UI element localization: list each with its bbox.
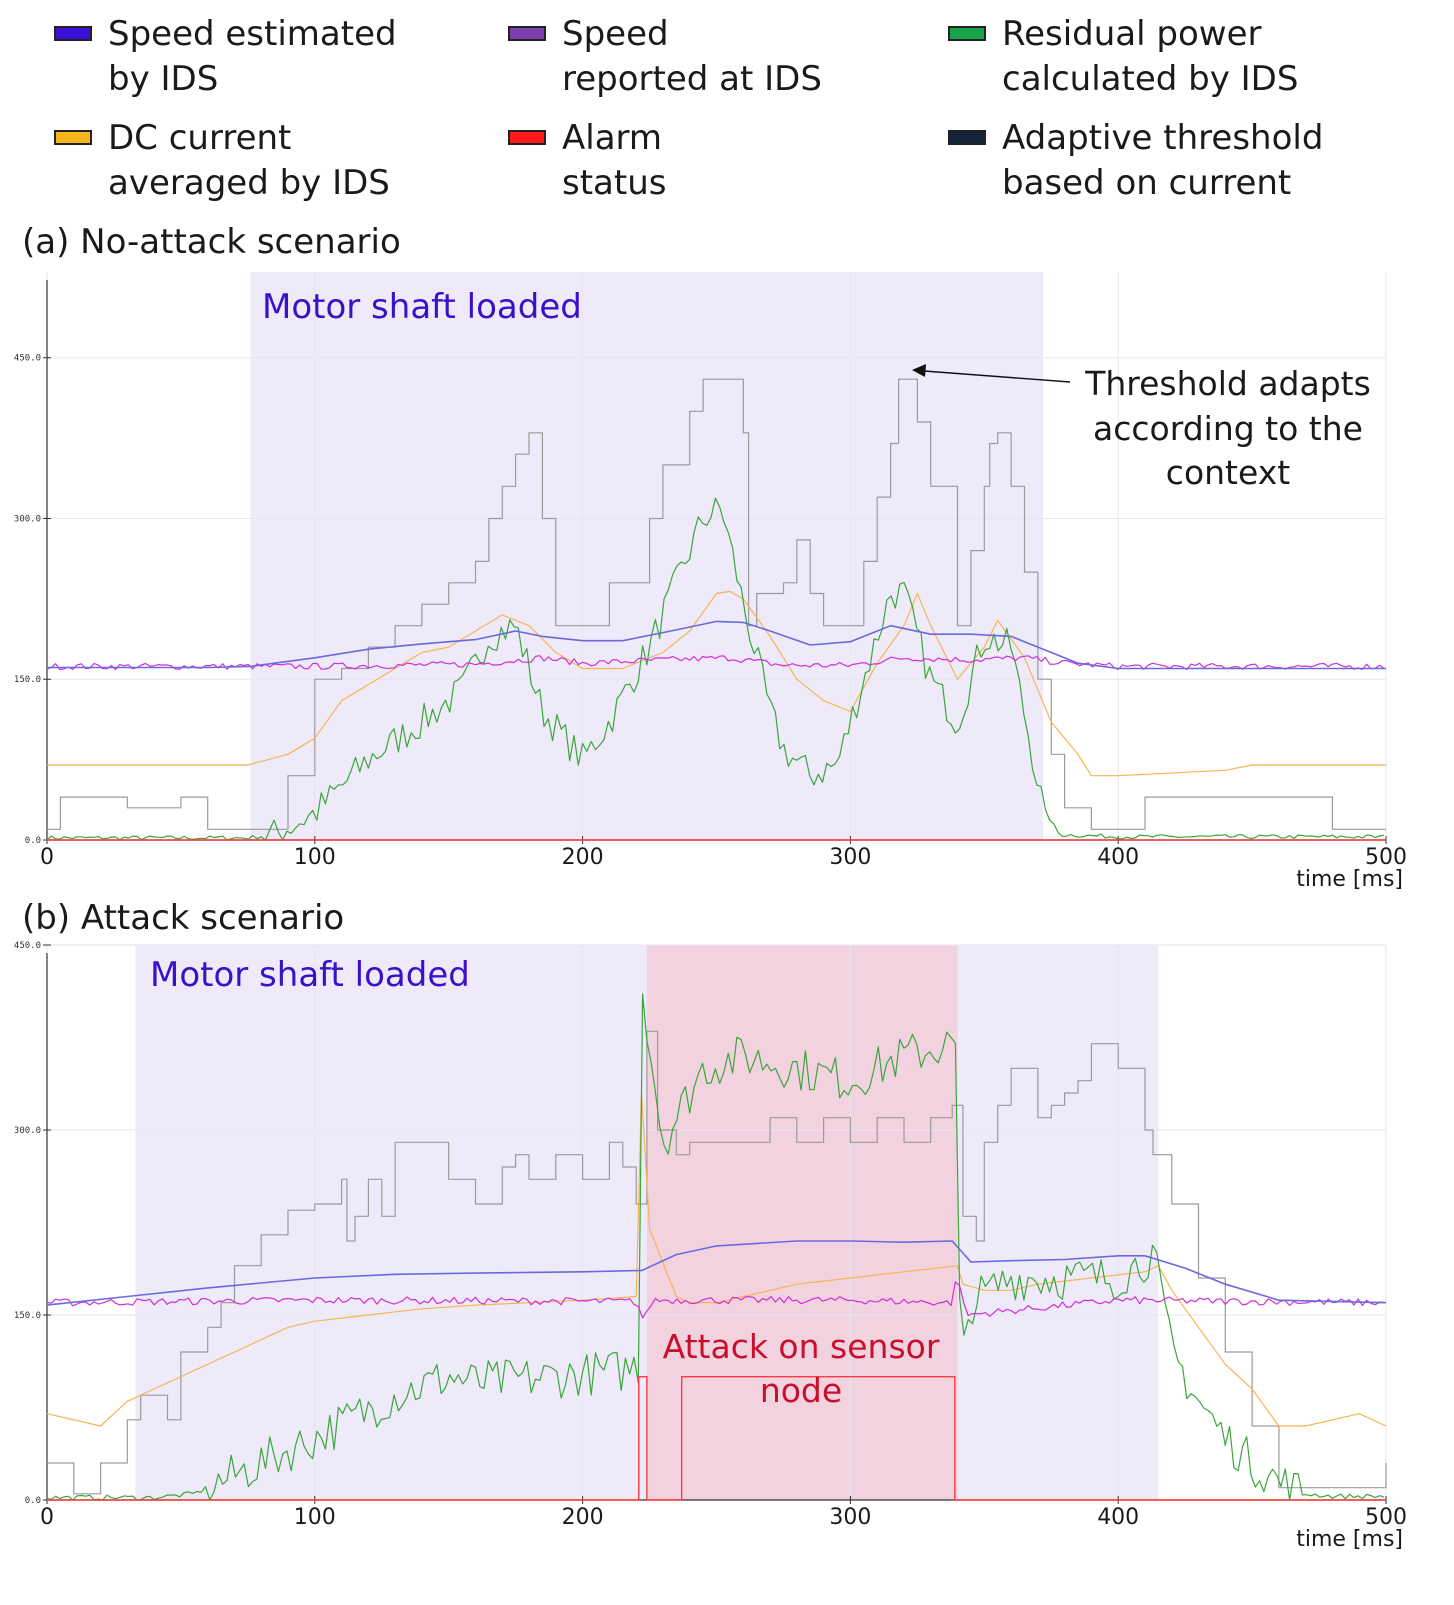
y-tick-label: 0.0 [25,1496,41,1506]
x-axis-label: time [ms] [1296,867,1403,892]
annotation-arrow-line [923,370,1071,383]
legend-item-dc-current: DC current averaged by IDS [54,116,390,206]
annotation-threshold-adapts-line: context [1166,453,1290,492]
x-axis-label: time [ms] [1296,1527,1403,1552]
series-speed-reported-at-ids [46,655,1385,671]
series-alarm-status [47,1376,1386,1501]
legend-label: DC current averaged by IDS [108,118,390,203]
series-residual-power-calculated-by-ids [46,993,1385,1501]
x-tick-label: 300 [829,845,871,870]
x-tick-label: 100 [294,845,336,870]
series-adaptive-threshold-based-on-current [47,1030,1387,1495]
x-tick-label: 100 [294,1505,336,1530]
y-tick-label: 300.0 [14,1126,41,1136]
legend-swatch [54,26,92,41]
annotation-arrow-head [912,364,926,377]
region-label-motor-shaft-loaded: Motor shaft loaded [262,287,582,327]
x-tick-label: 0 [40,1505,54,1530]
x-tick-label: 500 [1365,1505,1407,1530]
y-tick-label: 450.0 [14,354,41,364]
y-tick-label: 0.0 [25,836,41,846]
legend-swatch [508,26,546,41]
x-tick-label: 0 [40,845,54,870]
legend-item-adaptive-threshold: Adaptive threshold based on current [948,116,1323,206]
y-tick-label: 150.0 [14,1311,41,1321]
legend-label: Adaptive threshold based on current [1002,118,1324,203]
series-adaptive-threshold-based-on-current [47,378,1386,830]
region-label-attack-on-sensor-node: Attack on sensor [663,1327,940,1366]
x-tick-label: 400 [1097,845,1139,870]
legend-item-alarm-status: Alarm status [508,116,666,206]
region-label-motor-shaft-loaded: Motor shaft loaded [150,955,470,995]
series-speed-estimated-by-ids [46,1240,1387,1306]
x-tick-label: 200 [562,1505,604,1530]
y-tick-label: 150.0 [14,675,41,685]
series-speed-reported-at-ids [46,1281,1384,1319]
legend-label: Speed estimated by IDS [108,14,397,99]
x-tick-label: 300 [829,1505,871,1530]
series-dc-current-averaged-by-ids [46,1092,1387,1427]
y-tick-label: 450.0 [14,941,41,951]
legend-swatch [948,130,986,145]
legend-label: Residual power calculated by IDS [1002,14,1299,99]
legend-swatch [508,130,546,145]
panel-a-title: (a) No-attack scenario [22,222,401,262]
legend-label: Alarm status [562,118,667,203]
legend: Speed estimated by IDS Speed reported at… [0,0,1454,210]
legend-item-residual-power: Residual power calculated by IDS [948,12,1298,102]
legend-item-speed-estimated: Speed estimated by IDS [54,12,397,102]
region-b-1 [646,945,958,1500]
legend-swatch [54,130,92,145]
legend-item-speed-reported: Speed reported at IDS [508,12,822,102]
region-a-0 [250,272,1044,840]
panel-b-title: (b) Attack scenario [22,898,345,938]
annotation-threshold-adapts-line: Threshold adapts [1084,364,1371,403]
y-tick-label: 300.0 [14,514,41,524]
x-tick-label: 500 [1365,845,1407,870]
region-label-attack-on-sensor-node: node [760,1371,842,1410]
legend-swatch [948,26,986,41]
x-tick-label: 200 [562,845,604,870]
legend-label: Speed reported at IDS [562,14,822,99]
series-speed-estimated-by-ids [47,620,1386,670]
x-tick-label: 400 [1097,1505,1139,1530]
annotation-threshold-adapts-line: according to the [1093,409,1363,448]
series-residual-power-calculated-by-ids [46,497,1385,841]
